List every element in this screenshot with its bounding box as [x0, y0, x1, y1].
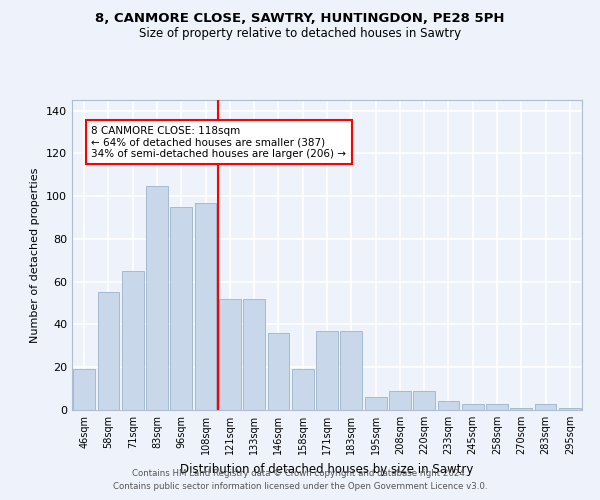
Bar: [122, 271, 143, 410]
Bar: [413, 391, 435, 410]
Bar: [340, 331, 362, 410]
X-axis label: Distribution of detached houses by size in Sawtry: Distribution of detached houses by size …: [181, 462, 473, 475]
Bar: [316, 331, 338, 410]
Bar: [194, 202, 217, 410]
Bar: [437, 402, 460, 410]
Bar: [559, 408, 581, 410]
Bar: [365, 397, 386, 410]
Bar: [73, 370, 95, 410]
Text: 8, CANMORE CLOSE, SAWTRY, HUNTINGDON, PE28 5PH: 8, CANMORE CLOSE, SAWTRY, HUNTINGDON, PE…: [95, 12, 505, 26]
Text: Size of property relative to detached houses in Sawtry: Size of property relative to detached ho…: [139, 28, 461, 40]
Bar: [243, 299, 265, 410]
Bar: [146, 186, 168, 410]
Bar: [511, 408, 532, 410]
Text: Contains HM Land Registry data © Crown copyright and database right 2024.: Contains HM Land Registry data © Crown c…: [132, 468, 468, 477]
Text: Contains public sector information licensed under the Open Government Licence v3: Contains public sector information licen…: [113, 482, 487, 491]
Y-axis label: Number of detached properties: Number of detached properties: [31, 168, 40, 342]
Bar: [486, 404, 508, 410]
Bar: [292, 370, 314, 410]
Bar: [219, 299, 241, 410]
Bar: [268, 333, 289, 410]
Bar: [170, 207, 192, 410]
Bar: [462, 404, 484, 410]
Bar: [389, 391, 411, 410]
Bar: [535, 404, 556, 410]
Bar: [97, 292, 119, 410]
Text: 8 CANMORE CLOSE: 118sqm
← 64% of detached houses are smaller (387)
34% of semi-d: 8 CANMORE CLOSE: 118sqm ← 64% of detache…: [91, 126, 346, 159]
